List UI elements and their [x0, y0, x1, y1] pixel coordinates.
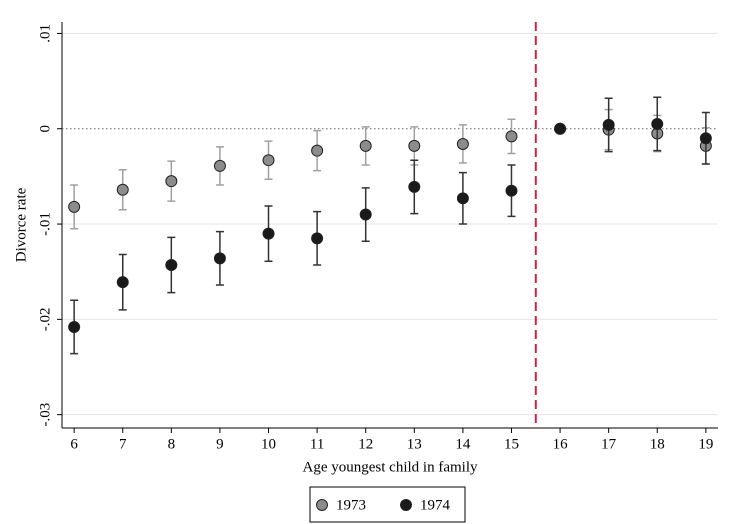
- point: [554, 122, 567, 135]
- x-tick-label: 11: [310, 436, 324, 452]
- point: [408, 139, 421, 152]
- point: [213, 159, 226, 172]
- point: [116, 276, 129, 289]
- point: [456, 137, 469, 150]
- point: [311, 232, 324, 245]
- x-tick-label: 8: [168, 436, 176, 452]
- x-tick-label: 17: [601, 436, 617, 452]
- x-tick-label: 12: [358, 436, 373, 452]
- x-tick-label: 18: [650, 436, 665, 452]
- point: [262, 227, 275, 240]
- point: [68, 320, 81, 333]
- x-tick-label: 16: [553, 436, 569, 452]
- y-tick-label: -.02: [37, 307, 53, 331]
- y-tick-label: .01: [37, 24, 53, 43]
- point: [68, 200, 81, 213]
- x-tick-label: 14: [455, 436, 471, 452]
- point: [213, 252, 226, 265]
- x-tick-label: 10: [261, 436, 276, 452]
- point: [602, 118, 615, 131]
- x-axis-label: Age youngest child in family: [303, 459, 478, 475]
- legend-label: 1974: [420, 497, 451, 513]
- point: [311, 144, 324, 157]
- legend-box: [309, 486, 466, 523]
- y-tick-label: -.03: [37, 403, 53, 427]
- point: [505, 130, 518, 143]
- point: [651, 117, 664, 130]
- point: [359, 208, 372, 221]
- point: [359, 139, 372, 152]
- x-tick-label: 19: [698, 436, 713, 452]
- legend-marker: [316, 499, 328, 511]
- x-tick-label: 7: [119, 436, 127, 452]
- legend-marker: [400, 499, 412, 511]
- point: [165, 175, 178, 188]
- point: [262, 154, 275, 167]
- y-axis-label: Divorce rate: [13, 187, 29, 262]
- y-tick-label: -.01: [37, 212, 53, 236]
- x-tick-label: 9: [216, 436, 224, 452]
- point: [505, 184, 518, 197]
- point: [165, 259, 178, 272]
- x-tick-label: 15: [504, 436, 519, 452]
- x-tick-label: 6: [70, 436, 78, 452]
- y-tick-label: 0: [37, 125, 53, 133]
- x-tick-label: 13: [407, 436, 422, 452]
- point: [116, 183, 129, 196]
- point: [699, 132, 712, 145]
- legend-label: 1973: [336, 497, 366, 513]
- point: [408, 180, 421, 193]
- point: [456, 192, 469, 205]
